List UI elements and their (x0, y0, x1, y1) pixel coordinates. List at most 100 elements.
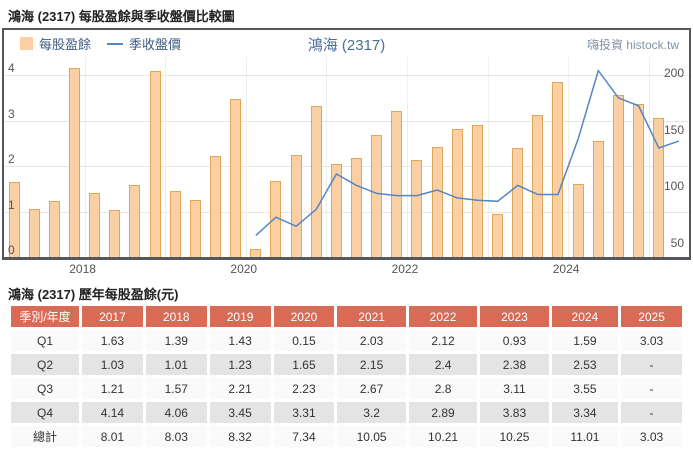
eps-bar[interactable] (411, 159, 423, 257)
eps-bar[interactable] (89, 192, 101, 257)
y-axis-tick-left: 1 (8, 197, 15, 212)
eps-cell: 1.43 (209, 330, 271, 351)
y-axis-tick-right: 100 (663, 179, 684, 194)
eps-cell: 2.4 (408, 354, 478, 375)
eps-bar[interactable] (48, 201, 60, 257)
bar-slot (588, 57, 608, 257)
row-label: 總計 (11, 426, 79, 447)
gridline-h (4, 211, 689, 213)
eps-cell: 10.25 (480, 426, 549, 447)
gridline-v (326, 57, 328, 257)
legend-item-eps[interactable]: 每股盈餘 (20, 34, 91, 53)
eps-bar[interactable] (632, 104, 644, 257)
bar-slot (528, 57, 548, 257)
legend-eps-label: 每股盈餘 (39, 37, 92, 52)
gridline-v (487, 57, 489, 257)
eps-cell: 8.03 (145, 426, 207, 447)
eps-bar[interactable] (149, 71, 161, 257)
eps-bar[interactable] (169, 191, 181, 257)
eps-cell: 3.34 (551, 402, 619, 423)
bar-slot (306, 57, 326, 257)
eps-cell: 0.15 (273, 330, 335, 351)
bar-slot (246, 57, 266, 257)
chart-panel: 每股盈餘 季收盤價 鴻海 (2317) 嗨投資 histock.tw 0 1 2 3 4… (2, 28, 691, 260)
legend-item-price[interactable]: 季收盤價 (107, 34, 181, 53)
eps-bar[interactable] (612, 94, 624, 257)
eps-cell: 10.21 (408, 426, 478, 447)
table-title: 鴻海 (2317) 歷年每股盈餘(元) (8, 287, 179, 302)
eps-bar[interactable] (290, 154, 302, 257)
row-label: Q3 (11, 378, 79, 399)
price-line-layer (255, 68, 680, 236)
gridline-v (406, 57, 408, 257)
eps-cell: 1.03 (82, 354, 143, 375)
eps-cell: 7.34 (273, 426, 335, 447)
bar-slot (346, 57, 366, 257)
eps-cell: 3.11 (480, 378, 549, 399)
eps-bar[interactable] (391, 110, 403, 257)
bar-slot (568, 57, 588, 257)
eps-cell: 1.21 (82, 378, 143, 399)
eps-cell: 1.63 (82, 330, 143, 351)
bar-slot (649, 57, 669, 257)
bar-slot (105, 57, 125, 257)
bar-slot (44, 57, 64, 257)
bar-slot (548, 57, 568, 257)
row-label: Q1 (11, 330, 79, 351)
eps-bar[interactable] (230, 99, 242, 257)
eps-bar[interactable] (431, 146, 443, 257)
eps-bar[interactable] (28, 209, 40, 257)
bar-slot (64, 57, 84, 257)
eps-bar[interactable] (572, 183, 584, 257)
eps-bar[interactable] (592, 141, 604, 257)
eps-cell: 1.57 (145, 378, 207, 399)
y-axis-tick-right: 200 (663, 65, 684, 80)
eps-bar[interactable] (653, 118, 665, 257)
eps-bar[interactable] (371, 134, 383, 257)
eps-cell: 10.05 (337, 426, 406, 447)
table-row: Q1 1.63 1.39 1.43 0.15 2.03 2.12 0.93 1.59 3.03 (11, 330, 682, 351)
bar-slot (447, 57, 467, 257)
eps-bar[interactable] (68, 67, 80, 257)
gridline-h (4, 120, 689, 122)
x-axis-year-label: 2018 (69, 262, 96, 276)
watermark-link[interactable]: 嗨投資 histock.tw (586, 38, 679, 52)
eps-cell: 3.45 (209, 402, 271, 423)
year-header: 2017 (82, 306, 143, 327)
eps-cell: 3.55 (551, 378, 619, 399)
x-axis-year-label: 2024 (552, 262, 580, 276)
gridline-v (245, 57, 247, 257)
y-axis-tick-left: 2 (8, 152, 15, 167)
eps-cell: 3.31 (273, 402, 335, 423)
eps-bar[interactable] (512, 147, 524, 257)
year-header: 2022 (408, 306, 478, 327)
eps-bar[interactable] (552, 81, 564, 257)
eps-cell: 2.8 (408, 378, 478, 399)
eps-bar[interactable] (350, 158, 362, 257)
bar-slot (205, 57, 225, 257)
eps-bar[interactable] (209, 155, 221, 257)
eps-cell: 2.15 (337, 354, 406, 375)
bar-slot (226, 57, 246, 257)
eps-cell: 2.67 (337, 378, 406, 399)
table-row: 總計 8.01 8.03 8.32 7.34 10.05 10.21 10.25 11.01 3.… (11, 426, 682, 447)
eps-bar[interactable] (491, 213, 503, 257)
eps-bar[interactable] (451, 128, 463, 257)
eps-bar[interactable] (8, 181, 20, 257)
eps-bar[interactable] (250, 249, 262, 257)
eps-bar[interactable] (330, 163, 342, 257)
eps-bar[interactable] (129, 184, 141, 257)
eps-bar[interactable] (310, 105, 322, 257)
table-row: Q4 4.14 4.06 3.45 3.31 3.2 2.89 3.83 3.34- (11, 402, 682, 423)
plot-area[interactable]: 0 1 2 3 4 50 100 150 200 (4, 57, 689, 257)
eps-cell: 3.2 (337, 402, 406, 423)
eps-cell: 2.53 (551, 354, 619, 375)
eps-cell: 2.03 (337, 330, 406, 351)
eps-bar[interactable] (532, 114, 544, 257)
eps-bar[interactable] (189, 200, 201, 257)
eps-bar[interactable] (109, 210, 121, 257)
bar-slot (628, 57, 648, 257)
eps-bar[interactable] (471, 124, 483, 257)
bar-slot (4, 57, 24, 257)
corner-header: 季別/年度 (11, 306, 79, 327)
